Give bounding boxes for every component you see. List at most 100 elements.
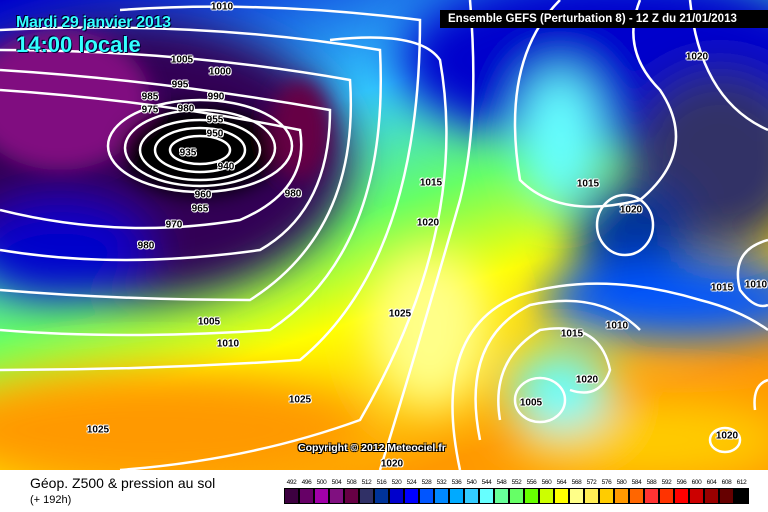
valid-date: Mardi 29 janvier 2013: [16, 14, 171, 31]
scale-tick-label: 612: [736, 479, 747, 486]
scale-swatch: [523, 488, 539, 504]
scale-tick-label: 532: [436, 479, 447, 486]
scale-step: 560: [538, 478, 554, 504]
scale-tick-label: 500: [316, 479, 327, 486]
scale-swatch: [298, 488, 314, 504]
scale-swatch: [733, 488, 749, 504]
isobar-label: 1015: [419, 177, 443, 189]
isobar-label: 1025: [388, 308, 412, 320]
scale-step: 508: [343, 478, 359, 504]
isobar-label: 1025: [86, 424, 110, 436]
scale-step: 548: [493, 478, 509, 504]
scale-swatch: [703, 488, 719, 504]
isobar-label: 995: [171, 79, 189, 91]
isobar-label: 990: [207, 91, 225, 103]
isobar-label: 985: [141, 91, 159, 103]
scale-tick-label: 556: [526, 479, 537, 486]
scale-tick-label: 520: [391, 479, 402, 486]
color-scale: 492 496 500 504 508 512 516 520 524 528 532 536 540 5…: [283, 478, 749, 504]
scale-tick-label: 492: [286, 479, 297, 486]
scale-step: 576: [598, 478, 614, 504]
isobar-label: 940: [217, 161, 235, 173]
scale-tick-label: 584: [631, 479, 642, 486]
scale-tick-label: 596: [676, 479, 687, 486]
forecast-hour: (+ 192h): [30, 494, 72, 506]
isobar-label: 1015: [560, 328, 584, 340]
scale-step: 524: [403, 478, 419, 504]
scale-step: 588: [643, 478, 659, 504]
isobar-label: 1020: [575, 374, 599, 386]
isobar-label: 980: [284, 188, 302, 200]
scale-tick-label: 564: [556, 479, 567, 486]
scale-step: 496: [298, 478, 314, 504]
scale-tick-label: 568: [571, 479, 582, 486]
scale-tick-label: 512: [361, 479, 372, 486]
scale-swatch: [343, 488, 359, 504]
scale-tick-label: 572: [586, 479, 597, 486]
scale-swatch: [478, 488, 494, 504]
scale-tick-label: 548: [496, 479, 507, 486]
isobar-label: 1010: [605, 320, 629, 332]
scale-tick-label: 540: [466, 479, 477, 486]
scale-tick-label: 516: [376, 479, 387, 486]
scale-step: 500: [313, 478, 329, 504]
isobar-label: 1020: [715, 430, 739, 442]
isobar-label: 950: [206, 128, 224, 140]
scale-tick-label: 560: [541, 479, 552, 486]
isobar-label: 1020: [380, 458, 404, 470]
scale-step: 580: [613, 478, 629, 504]
isobar-label: 980: [137, 240, 155, 252]
scale-swatch: [508, 488, 524, 504]
scale-swatch: [673, 488, 689, 504]
scale-swatch: [373, 488, 389, 504]
scale-step: 552: [508, 478, 524, 504]
local-time: 14:00 locale: [16, 32, 141, 57]
isobar-label: 975: [141, 104, 159, 116]
model-run-banner: Ensemble GEFS (Perturbation 8) - 12 Z du…: [440, 10, 768, 28]
scale-step: 528: [418, 478, 434, 504]
isobar-label: 1005: [197, 316, 221, 328]
scale-swatch: [553, 488, 569, 504]
scale-swatch: [583, 488, 599, 504]
scale-tick-label: 604: [706, 479, 717, 486]
isobar-label: 980: [177, 103, 195, 115]
scale-swatch: [328, 488, 344, 504]
scale-step: 492: [283, 478, 299, 504]
isobar-label: 1005: [170, 54, 194, 66]
scale-step: 512: [358, 478, 374, 504]
scale-step: 516: [373, 478, 389, 504]
isobar-label: 955: [206, 114, 224, 126]
scale-step: 592: [658, 478, 674, 504]
scale-step: 584: [628, 478, 644, 504]
scale-tick-label: 528: [421, 479, 432, 486]
scale-step: 608: [718, 478, 734, 504]
isobar-label: 1020: [619, 204, 643, 216]
isobar-label: 970: [165, 219, 183, 231]
scale-swatch: [313, 488, 329, 504]
isobar-label: 1020: [685, 51, 709, 63]
scale-step: 544: [478, 478, 494, 504]
scale-step: 520: [388, 478, 404, 504]
scale-swatch: [538, 488, 554, 504]
scale-step: 564: [553, 478, 569, 504]
scale-tick-label: 600: [691, 479, 702, 486]
scale-step: 600: [688, 478, 704, 504]
scale-swatch: [658, 488, 674, 504]
scale-step: 504: [328, 478, 344, 504]
scale-tick-label: 576: [601, 479, 612, 486]
scale-tick-label: 544: [481, 479, 492, 486]
scale-step: 536: [448, 478, 464, 504]
copyright-text: Copyright © 2012 Meteociel.fr: [298, 442, 446, 454]
scale-step: 612: [733, 478, 749, 504]
isobar-label: 960: [194, 189, 212, 201]
scale-step: 604: [703, 478, 719, 504]
scale-tick-label: 552: [511, 479, 522, 486]
scale-tick-label: 524: [406, 479, 417, 486]
scale-swatch: [283, 488, 299, 504]
scale-swatch: [418, 488, 434, 504]
scale-swatch: [448, 488, 464, 504]
isobar-label: 1015: [710, 282, 734, 294]
scale-swatch: [628, 488, 644, 504]
isobar-label: 1005: [519, 397, 543, 409]
